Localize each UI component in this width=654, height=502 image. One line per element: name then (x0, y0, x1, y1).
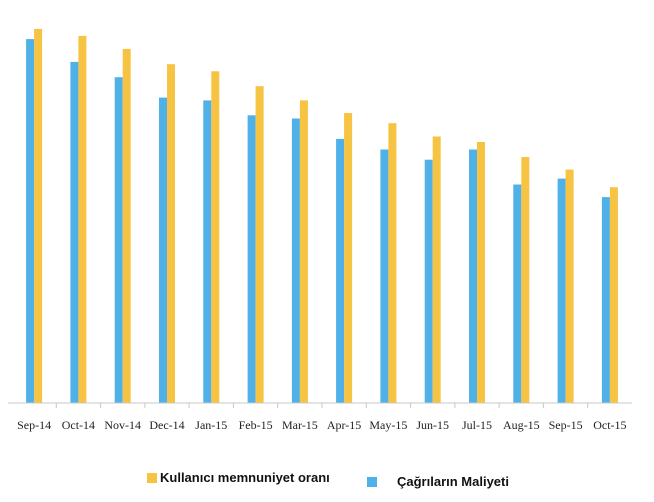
x-tick-label-sep-15: Sep-15 (549, 418, 583, 432)
bar-call-cost-jun-15 (424, 159, 433, 403)
bar-satisfaction-nov-14 (122, 48, 131, 404)
bar-call-cost-jul-15 (469, 149, 477, 403)
bar-call-cost-sep-15 (557, 178, 566, 403)
x-tick-label-dec-14: Dec-14 (149, 418, 184, 432)
bar-call-cost-oct-15 (601, 197, 610, 403)
bar-satisfaction-feb-15 (255, 86, 264, 403)
bar-call-cost-oct-14 (70, 61, 79, 404)
x-tick-label-apr-15: Apr-15 (327, 418, 361, 432)
bar-satisfaction-oct-14 (78, 35, 87, 404)
bar-satisfaction-may-15 (388, 123, 397, 403)
x-tick-label-may-15: May-15 (369, 418, 407, 432)
bar-call-cost-nov-14 (114, 77, 123, 403)
bar-call-cost-aug-15 (513, 184, 522, 403)
bar-satisfaction-sep-14 (34, 28, 43, 404)
x-axis-labels: Sep-14 Oct-14 Nov-14 Dec-14 Jan-15 Feb-15 Mar-… (17, 418, 626, 432)
legend-swatch-satisfaction (147, 473, 157, 483)
x-tick-label-jul-15: Jul-15 (462, 418, 492, 432)
legend-label-satisfaction: Kullanıcı memnuniyet oranı (160, 470, 330, 485)
legend-label-call-cost: Çağrıların Maliyeti (397, 474, 509, 489)
x-tick-label-feb-15: Feb-15 (239, 418, 273, 432)
bar-satisfaction-sep-15 (565, 169, 574, 403)
bar-call-cost-dec-14 (159, 97, 167, 403)
x-tick-label-aug-15: Aug-15 (503, 418, 540, 432)
bar-satisfaction-apr-15 (344, 113, 353, 403)
bar-call-cost-jan-15 (203, 100, 212, 404)
x-tick-label-sep-14: Sep-14 (17, 418, 51, 432)
bar-satisfaction-jul-15 (477, 142, 485, 403)
x-tick-label-oct-14: Oct-14 (62, 418, 95, 432)
x-tick-label-mar-15: Mar-15 (282, 418, 318, 432)
legend-swatch-call-cost (367, 477, 377, 487)
bar-call-cost-sep-14 (26, 39, 35, 403)
bar-satisfaction-dec-14 (167, 64, 175, 403)
bar-satisfaction-aug-15 (521, 157, 530, 403)
legend: Kullanıcı memnuniyet oranı Çağrıların Ma… (147, 470, 509, 489)
bar-call-cost-apr-15 (336, 138, 345, 403)
x-tick-label-jun-15: Jun-15 (416, 418, 449, 432)
bar-satisfaction-jun-15 (432, 136, 441, 403)
x-tick-label-jan-15: Jan-15 (195, 418, 227, 432)
x-axis-ticks (55, 403, 589, 408)
bar-satisfaction-jan-15 (211, 71, 220, 404)
x-tick-label-oct-15: Oct-15 (593, 418, 626, 432)
bar-call-cost-mar-15 (291, 118, 300, 403)
bar-call-cost-feb-15 (247, 115, 256, 404)
bar-satisfaction-oct-15 (609, 187, 618, 403)
x-tick-label-nov-14: Nov-14 (104, 418, 141, 432)
bars-layer (26, 28, 618, 404)
bar-call-cost-may-15 (380, 149, 389, 403)
bar-satisfaction-mar-15 (299, 100, 308, 404)
